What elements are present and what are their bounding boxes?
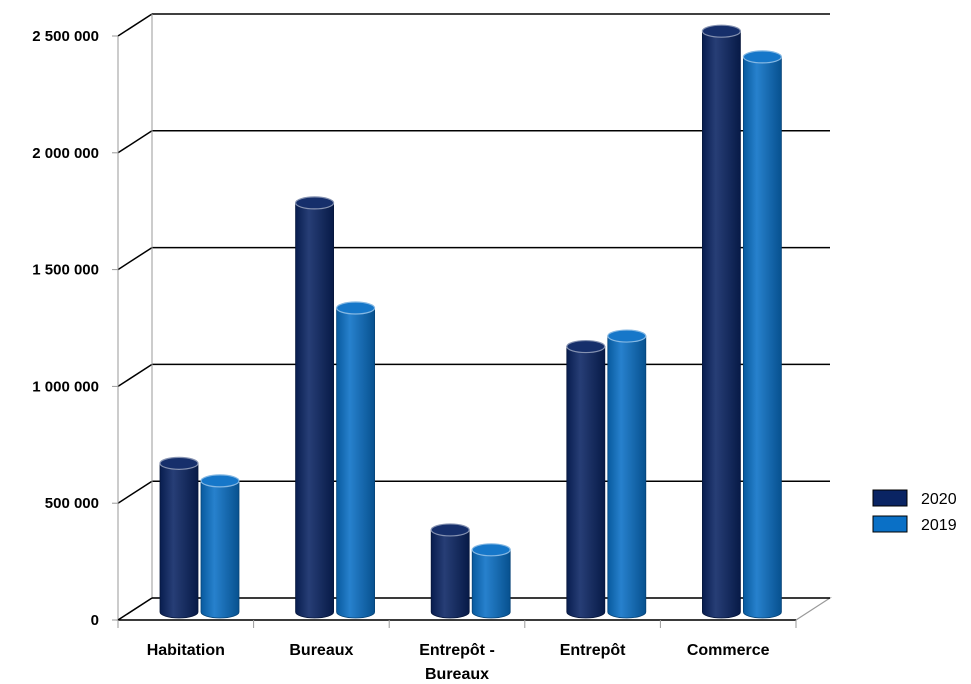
grid-line-diag xyxy=(117,363,153,388)
x-tick-label: Bureaux xyxy=(289,642,353,659)
y-tick-label: 0 xyxy=(91,612,99,629)
x-tick-labels: Habitation Bureaux Entrepôt -Bureaux Entrep… xyxy=(147,642,770,683)
legend-label: 2020 xyxy=(921,491,957,508)
x-tick-label: Entrepôt xyxy=(560,642,626,659)
y-tick-labels: 0 500 000 1 000 000 1 500 000 2 000 000 2 500… xyxy=(32,28,99,629)
bar xyxy=(295,196,335,619)
x-tick-label: Habitation xyxy=(147,642,225,659)
bar xyxy=(566,339,606,619)
bar xyxy=(742,50,783,619)
legend-swatch xyxy=(872,489,908,507)
bar-top xyxy=(742,50,783,64)
grid-line-diag xyxy=(117,246,153,271)
bar xyxy=(430,523,470,619)
grid-line-diag xyxy=(117,13,153,37)
bar xyxy=(159,456,199,619)
y-tick-label: 500 000 xyxy=(45,495,99,512)
legend-label: 2019 xyxy=(921,517,957,534)
bar-top xyxy=(607,329,647,343)
legend-swatch xyxy=(872,515,908,533)
x-tick-label: Entrepôt -Bureaux xyxy=(419,642,495,683)
bar xyxy=(200,474,240,619)
floor-diag xyxy=(117,597,153,621)
bar xyxy=(701,24,742,619)
y-tick-label: 1 000 000 xyxy=(32,378,99,395)
bar xyxy=(607,329,647,619)
bars xyxy=(159,24,783,619)
grid-line-diag xyxy=(117,480,153,504)
y-tick-label: 2 500 000 xyxy=(32,28,99,45)
bar-top xyxy=(701,24,742,38)
bar xyxy=(471,543,511,619)
bar-top xyxy=(295,196,335,210)
y-tick-label: 2 000 000 xyxy=(32,145,99,162)
x-tick-label: Commerce xyxy=(687,642,770,659)
y-tick-label: 1 500 000 xyxy=(32,262,99,279)
grid-line-diag xyxy=(117,130,153,154)
bar-top xyxy=(471,543,511,557)
bar-top xyxy=(430,523,470,537)
legend: 2020 2019 xyxy=(872,489,957,534)
bar-top xyxy=(159,456,199,470)
bar-top xyxy=(566,339,606,354)
bar xyxy=(336,301,376,619)
bar-top xyxy=(336,301,376,315)
bar-top xyxy=(200,474,240,488)
